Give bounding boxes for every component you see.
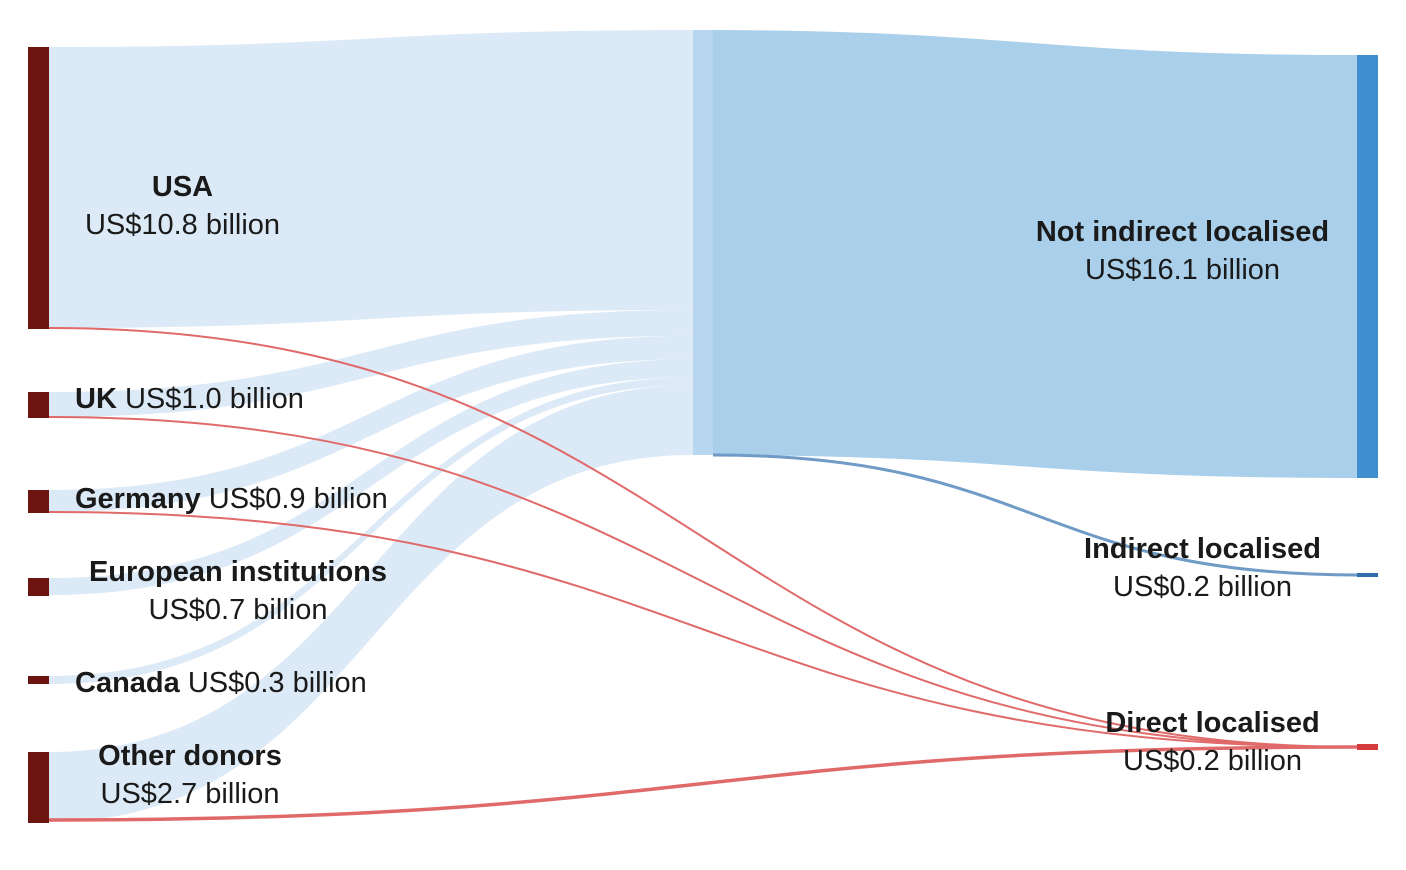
- source-bar-other: [28, 752, 49, 823]
- source-name-germany: Germany: [75, 483, 201, 515]
- source-name-canada: Canada: [75, 667, 180, 699]
- source-name-european-institutions: European institutions: [88, 556, 388, 588]
- source-label-germany: Germany US$0.9 billion: [75, 480, 388, 518]
- target-bar-indirect: [1357, 573, 1378, 577]
- source-label-uk: UK US$1.0 billion: [75, 380, 304, 418]
- flow-usa-to-direct: [48, 327, 1359, 748]
- target-name-not-indirect-localised: Not indirect localised: [1035, 216, 1330, 248]
- target-label-not-indirect-localised: Not indirect localised US$16.1 billion: [1000, 213, 1365, 289]
- not-indirect-inflow-node: [693, 30, 713, 455]
- source-label-canada: Canada US$0.3 billion: [75, 664, 367, 702]
- target-value-not-indirect-localised: US$16.1 billion: [1084, 254, 1281, 286]
- flow-germany-to-not-indirect: [49, 335, 693, 512]
- source-label-european-institutions: European institutions US$0.7 billion: [68, 553, 408, 629]
- source-bar-uk: [28, 392, 49, 418]
- target-value-direct-localised: US$0.2 billion: [1123, 745, 1302, 777]
- target-label-direct-localised: Direct localised US$0.2 billion: [1070, 704, 1355, 780]
- source-value-germany: US$0.9 billion: [208, 483, 388, 515]
- source-name-usa: USA: [151, 171, 214, 203]
- flow-uk-to-direct: [48, 416, 1359, 748]
- source-name-uk: UK: [75, 383, 117, 415]
- flow-germany-to-direct: [48, 511, 1359, 748]
- target-bar-direct: [1357, 744, 1378, 750]
- target-name-direct-localised: Direct localised: [1105, 707, 1320, 739]
- source-bar-canada: [28, 676, 49, 684]
- source-label-usa: USA US$10.8 billion: [60, 168, 305, 244]
- source-value-european-institutions: US$0.7 billion: [148, 594, 328, 626]
- target-value-indirect-localised: US$0.2 billion: [1113, 571, 1292, 603]
- source-value-usa: US$10.8 billion: [84, 209, 281, 241]
- source-label-other-donors: Other donors US$2.7 billion: [70, 737, 310, 813]
- source-value-uk: US$1.0 billion: [124, 383, 304, 415]
- source-bar-germany: [28, 490, 49, 513]
- target-bar-not-indirect: [1357, 55, 1378, 478]
- flow-to-indirect-localised: [712, 453, 1359, 577]
- flow-uk-to-not-indirect: [49, 309, 693, 417]
- source-bar-usa: [28, 47, 49, 329]
- flow-usa-to-not-indirect: [49, 30, 693, 328]
- target-label-indirect-localised: Indirect localised US$0.2 billion: [1045, 530, 1360, 606]
- source-name-other-donors: Other donors: [98, 740, 282, 772]
- flow-not-indirect-main: [693, 30, 1358, 478]
- flow-eu-to-not-indirect: [49, 359, 693, 595]
- flow-other-to-not-indirect: [49, 385, 693, 822]
- source-bar-eu: [28, 578, 49, 596]
- flow-canada-to-not-indirect: [49, 377, 693, 684]
- source-value-canada: US$0.3 billion: [187, 667, 367, 699]
- target-name-indirect-localised: Indirect localised: [1084, 533, 1321, 565]
- flow-other-to-direct: [48, 745, 1359, 822]
- source-value-other-donors: US$2.7 billion: [100, 778, 280, 810]
